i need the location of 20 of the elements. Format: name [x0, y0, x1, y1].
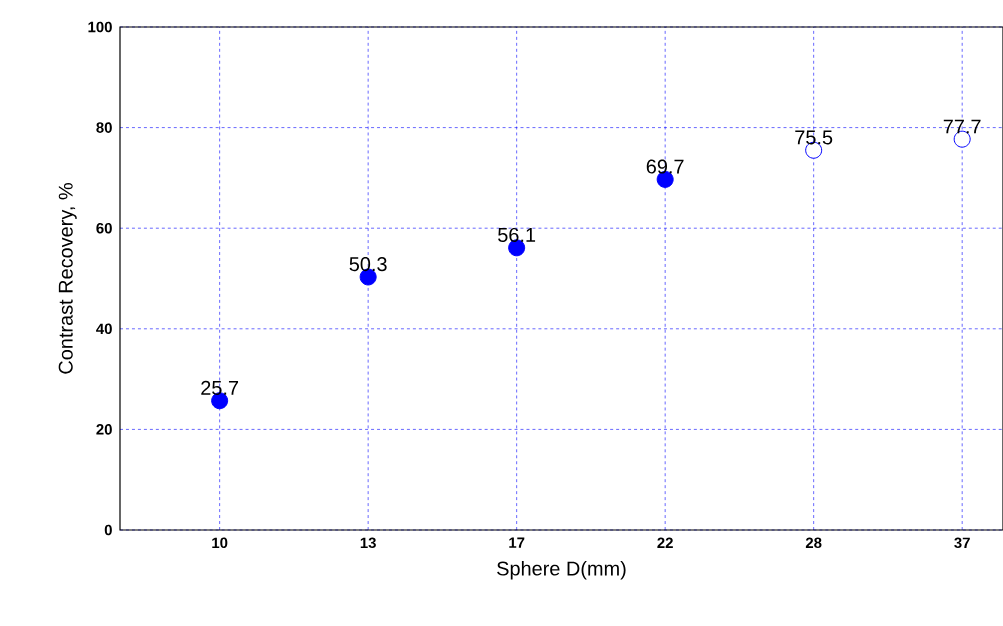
x-tick-label: 37	[954, 537, 970, 549]
x-tick-label: 28	[805, 537, 822, 549]
x-tick-label: 22	[657, 537, 673, 548]
data-label: 75.5	[795, 130, 833, 145]
y-tick-label: 60	[96, 222, 112, 234]
data-label: 56.1	[498, 227, 536, 242]
y-tick-label: 100	[88, 21, 112, 33]
x-tick-label: 17	[509, 537, 525, 548]
x-tick-label: 13	[360, 537, 376, 549]
data-label: 69.7	[646, 159, 684, 174]
x-axis-title: Sphere D(mm)	[497, 560, 626, 580]
y-tick-label: 40	[96, 323, 112, 335]
y-tick-label: 0	[104, 524, 112, 536]
y-axis-title: Contrast Recovery, %	[58, 183, 77, 374]
data-label: 77.7	[943, 119, 981, 134]
y-tick-label: 20	[96, 424, 112, 435]
x-tick-label: 10	[212, 537, 228, 549]
data-label: 25.7	[201, 380, 239, 395]
data-label: 50.3	[349, 257, 387, 272]
y-tick-label: 80	[96, 122, 112, 133]
